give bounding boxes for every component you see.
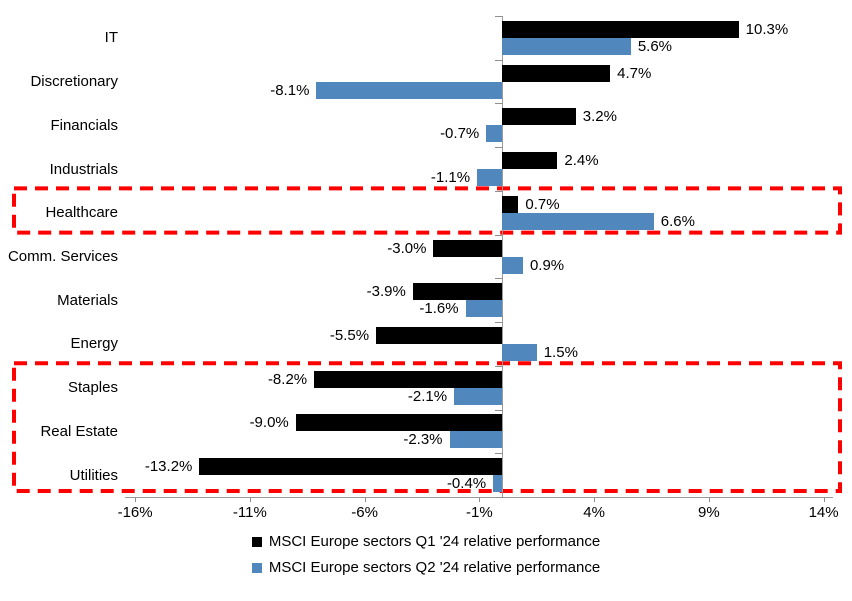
x-tick-label: -6% xyxy=(351,504,378,521)
bar-q1 xyxy=(502,195,519,213)
bar-value-label: 1.5% xyxy=(543,343,578,361)
bar-value-label: -8.2% xyxy=(267,370,308,388)
bar-q2 xyxy=(493,475,503,493)
bar-q2 xyxy=(502,256,523,274)
bar-value-label: 5.6% xyxy=(637,37,673,55)
category-label: Energy xyxy=(70,335,118,353)
category-label: Comm. Services xyxy=(7,247,118,265)
legend: MSCI Europe sectors Q1 '24 relative perf… xyxy=(0,533,852,576)
bar-q2 xyxy=(502,212,654,230)
bar-value-label: -3.9% xyxy=(366,283,406,301)
bar-value-label: -5.5% xyxy=(329,326,370,344)
x-tick xyxy=(364,497,366,502)
x-tick-label: -11% xyxy=(232,504,267,521)
x-tick-label: 14% xyxy=(808,504,839,521)
category-boundary-tick xyxy=(495,190,504,192)
bar-q1 xyxy=(295,414,503,432)
bar-value-label: -13.2% xyxy=(144,458,193,476)
bar-value-label: -3.0% xyxy=(387,239,427,257)
bar-q1 xyxy=(502,20,739,38)
legend-label-q1: MSCI Europe sectors Q1 '24 relative perf… xyxy=(268,533,601,550)
x-tick xyxy=(708,497,710,502)
bar-q1 xyxy=(376,326,503,344)
bar-value-label: 10.3% xyxy=(745,20,789,38)
x-tick-label: -1% xyxy=(466,504,493,521)
bar-value-label: 4.7% xyxy=(617,64,652,82)
x-tick-label: -16% xyxy=(117,504,153,521)
category-boundary-tick xyxy=(495,16,504,17)
bar-value-label: 0.9% xyxy=(529,256,565,274)
bar-value-label: -2.3% xyxy=(403,431,443,449)
bar-q1 xyxy=(502,64,611,82)
bar-q1 xyxy=(412,283,503,301)
bar-value-label: -0.4% xyxy=(446,475,487,493)
legend-label-q2: MSCI Europe sectors Q2 '24 relative perf… xyxy=(268,559,601,576)
bar-value-label: 3.2% xyxy=(582,108,617,126)
bar-q2 xyxy=(486,125,503,143)
x-axis-line xyxy=(125,497,833,498)
x-tick-label: 9% xyxy=(698,504,720,521)
category-label: IT xyxy=(104,29,118,47)
dashed-highlight-box xyxy=(12,186,842,235)
category-boundary-tick xyxy=(495,59,504,61)
bar-q1 xyxy=(502,108,576,126)
bar-q2 xyxy=(502,343,537,361)
bar-q1 xyxy=(314,370,503,388)
category-boundary-tick xyxy=(495,147,504,149)
bar-q2 xyxy=(465,300,503,318)
category-label: Materials xyxy=(57,291,118,309)
bar-q1 xyxy=(199,458,503,476)
bar-q2 xyxy=(316,81,503,99)
bar-q1 xyxy=(433,239,503,257)
bar-q2 xyxy=(454,387,503,405)
x-tick xyxy=(594,497,596,502)
bar-value-label: -1.1% xyxy=(430,169,471,187)
x-tick xyxy=(249,497,251,502)
category-label: Real Estate xyxy=(40,422,118,440)
bar-value-label: -1.6% xyxy=(419,300,459,318)
bar-value-label: -8.1% xyxy=(270,81,310,99)
x-tick xyxy=(135,497,137,502)
bar-q2 xyxy=(502,37,631,55)
category-boundary-tick xyxy=(495,365,504,367)
bar-value-label: -2.1% xyxy=(407,387,448,405)
q2-series-swatch-icon xyxy=(251,562,262,573)
category-boundary-tick xyxy=(495,453,504,455)
x-tick-label: 4% xyxy=(583,504,605,521)
x-tick xyxy=(479,497,481,502)
bar-value-label: -9.0% xyxy=(249,414,289,432)
q1-series-swatch-icon xyxy=(251,536,262,547)
bar-q2 xyxy=(477,169,503,187)
category-label: Industrials xyxy=(49,160,118,178)
category-label: Financials xyxy=(50,116,118,134)
bar-value-label: 2.4% xyxy=(564,152,599,170)
category-label: Utilities xyxy=(69,466,118,484)
category-boundary-tick xyxy=(495,234,504,236)
category-boundary-tick xyxy=(495,409,504,411)
bar-value-label: -0.7% xyxy=(440,125,480,143)
bar-q2 xyxy=(449,431,503,449)
category-label: Healthcare xyxy=(45,204,118,222)
bar-q1 xyxy=(502,152,558,170)
legend-item-q2: MSCI Europe sectors Q2 '24 relative perf… xyxy=(251,559,601,576)
category-label: Staples xyxy=(67,379,118,397)
category-boundary-tick xyxy=(495,103,504,105)
bar-value-label: 0.7% xyxy=(525,195,560,213)
category-boundary-tick xyxy=(495,497,504,498)
category-label: Discretionary xyxy=(30,73,118,91)
category-boundary-tick xyxy=(495,278,504,280)
x-tick xyxy=(823,497,825,502)
legend-item-q1: MSCI Europe sectors Q1 '24 relative perf… xyxy=(251,533,601,550)
category-boundary-tick xyxy=(495,322,504,324)
bar-value-label: 6.6% xyxy=(660,212,695,230)
